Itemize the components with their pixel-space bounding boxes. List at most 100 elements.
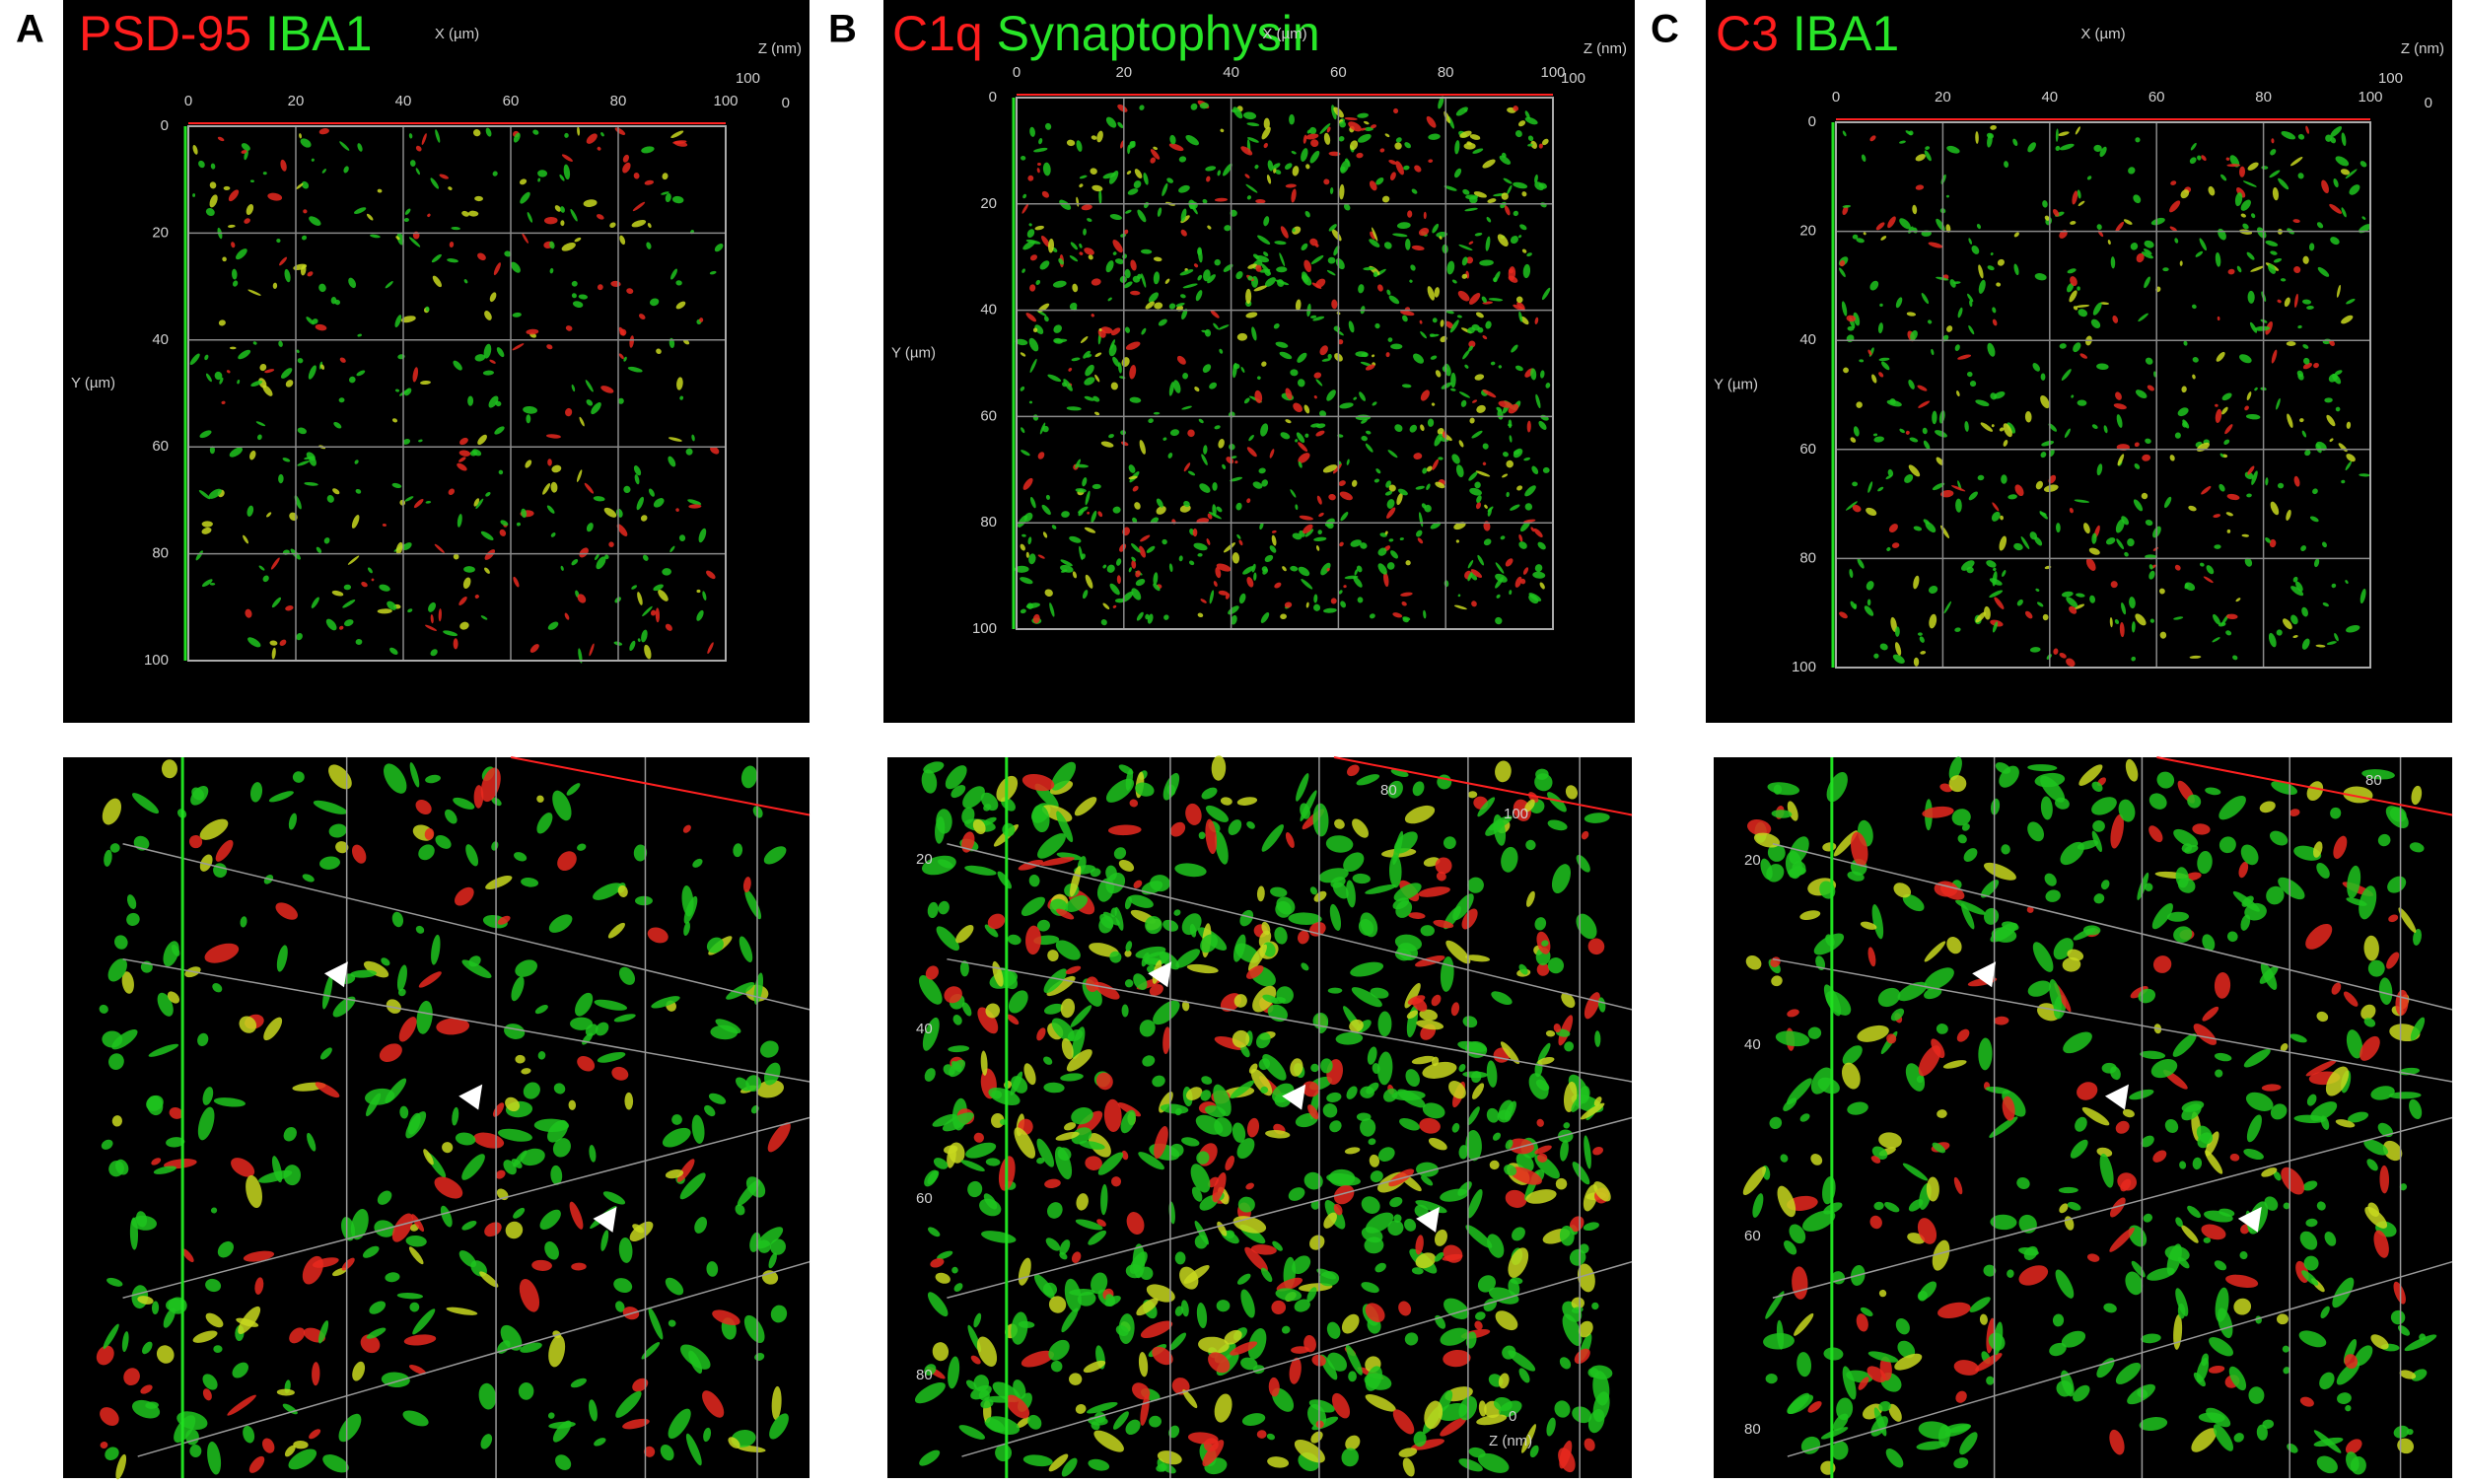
- signal-blob: [1117, 104, 1128, 112]
- signal-blob: [1482, 159, 1496, 169]
- signal-blob: [1267, 160, 1274, 172]
- signal-blob: [1460, 399, 1467, 407]
- signal-blob: [303, 209, 308, 214]
- signal-blob: [1482, 335, 1488, 340]
- signal-blob: [1388, 538, 1394, 542]
- signal-blob: [279, 639, 287, 647]
- signal-blob: [1518, 541, 1527, 549]
- signal-blob: [653, 584, 664, 592]
- signal-blob: [1139, 440, 1146, 455]
- y-tick-label: 40: [1744, 1036, 1761, 1053]
- signal-blob: [733, 843, 743, 858]
- signal-blob: [710, 446, 720, 455]
- signal-blob: [1462, 349, 1470, 360]
- signal-blob: [1395, 161, 1404, 176]
- signal-blob: [209, 446, 215, 455]
- signal-blob: [109, 843, 120, 853]
- signal-blob: [1517, 120, 1526, 127]
- z-tick-label: 0: [2425, 95, 2432, 111]
- signal-blob: [462, 577, 471, 590]
- signal-blob: [688, 1350, 703, 1375]
- signal-blob: [199, 854, 213, 872]
- signal-blob: [332, 488, 340, 495]
- signal-blob: [1213, 581, 1218, 587]
- signal-blob: [1153, 411, 1161, 415]
- signal-blob: [1369, 613, 1375, 619]
- signal-blob: [1020, 543, 1025, 551]
- signal-blob: [1045, 122, 1052, 130]
- signal-blob: [1546, 1417, 1556, 1437]
- signal-blob: [1218, 324, 1230, 330]
- signal-blob: [1518, 235, 1522, 239]
- signal-blob: [447, 258, 458, 263]
- signal-blob: [1183, 462, 1191, 472]
- signal-blob: [402, 1410, 429, 1427]
- signal-blob: [1305, 601, 1309, 608]
- signal-blob: [1029, 126, 1035, 137]
- signal-blob: [262, 385, 273, 396]
- signal-blob: [1274, 582, 1282, 589]
- signal-blob: [542, 482, 551, 495]
- signal-blob: [1407, 210, 1413, 218]
- x-tick-label: 40: [2041, 89, 2058, 106]
- signal-blob: [325, 618, 337, 631]
- signal-blob: [1411, 1055, 1436, 1065]
- signal-blob: [1162, 437, 1167, 441]
- signal-blob: [1308, 126, 1317, 135]
- signal-blob: [1538, 420, 1547, 431]
- signal-blob: [577, 1055, 596, 1072]
- signal-blob: [309, 456, 317, 466]
- signal-blob: [1260, 1267, 1273, 1283]
- signal-blob: [1313, 372, 1322, 379]
- signal-blob: [497, 1128, 532, 1142]
- signal-blob: [454, 886, 474, 906]
- signal-blob: [970, 1355, 981, 1365]
- signal-blob: [279, 256, 288, 266]
- signal-blob: [1054, 338, 1068, 343]
- signal-blob: [480, 1434, 493, 1449]
- signal-blob: [307, 271, 314, 277]
- signal-blob: [412, 367, 419, 383]
- signal-blob: [1112, 240, 1123, 253]
- signal-blob: [1397, 1089, 1426, 1108]
- signal-blob: [1166, 177, 1174, 183]
- signal-blob: [1293, 402, 1303, 413]
- signal-blob: [1105, 260, 1114, 273]
- signal-blob: [622, 154, 629, 163]
- signal-blob: [1035, 279, 1041, 286]
- signal-blob: [608, 541, 614, 547]
- arrowhead: [458, 1084, 483, 1110]
- signal-blob: [618, 353, 624, 360]
- signal-blob: [439, 174, 450, 179]
- signal-blob: [1105, 116, 1117, 128]
- signal-blob: [1060, 559, 1073, 567]
- signal-blob: [1133, 180, 1142, 188]
- signal-blob: [1465, 256, 1474, 264]
- signal-blob: [1413, 453, 1423, 459]
- signal-blob: [1481, 296, 1487, 303]
- signal-blob: [1036, 1027, 1046, 1041]
- signal-blob: [283, 1165, 302, 1186]
- signal-blob: [675, 301, 686, 310]
- signal-blob: [1508, 403, 1519, 414]
- signal-blob: [167, 991, 180, 1004]
- signal-blob: [350, 1208, 369, 1240]
- signal-blob: [1377, 547, 1387, 556]
- signal-blob: [1269, 545, 1277, 553]
- signal-blob: [637, 638, 641, 642]
- signal-blob: [1143, 173, 1149, 185]
- signal-blob: [431, 253, 442, 263]
- signal-blob: [1401, 384, 1412, 389]
- signal-blob: [246, 1174, 262, 1209]
- signal-blob: [1145, 613, 1150, 620]
- signal-blob: [1343, 585, 1347, 589]
- signal-blob: [1247, 137, 1259, 143]
- signal-blob: [1584, 992, 1600, 1020]
- signal-blob: [1306, 129, 1311, 134]
- signal-blob: [662, 173, 669, 180]
- signal-blob: [1305, 164, 1310, 170]
- signal-blob: [619, 235, 626, 246]
- signal-blob: [1484, 504, 1488, 509]
- signal-blob: [985, 1416, 1021, 1436]
